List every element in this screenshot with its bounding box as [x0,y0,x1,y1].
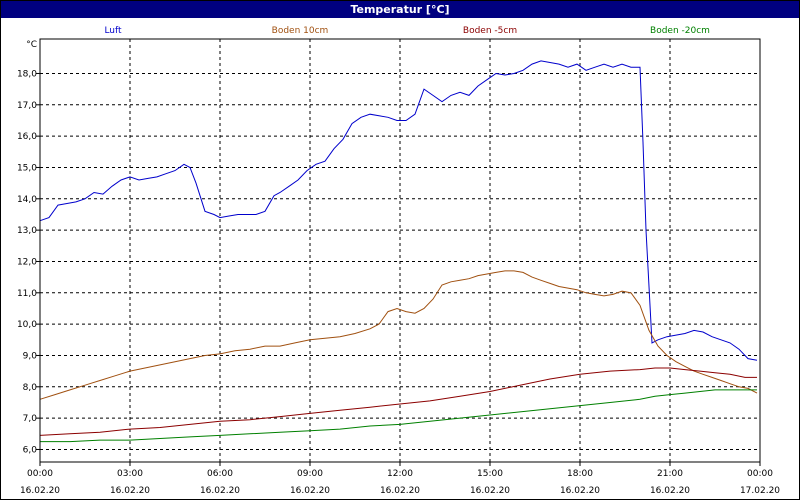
x-tick-time: 09:00 [297,469,323,479]
x-tick-time: 03:00 [117,469,143,479]
y-tick-label: 13,0 [17,226,37,236]
x-tick-date: 17.02.20 [740,486,780,496]
y-tick-label: 10,0 [17,320,37,330]
y-tick-label: 12,0 [17,257,37,267]
x-tick-time: 15:00 [477,469,503,479]
y-tick-label: 18,0 [17,69,37,79]
series-line-3 [40,389,757,443]
y-tick-label: 14,0 [17,195,37,205]
x-tick-time: 12:00 [387,469,413,479]
y-tick-label: 15,0 [17,163,37,173]
x-tick-time: 18:00 [567,469,593,479]
x-tick-date: 16.02.20 [200,486,240,496]
x-tick-date: 16.02.20 [290,486,330,496]
legend-entry-0: Luft [104,26,122,36]
y-tick-label: 8,0 [23,383,38,393]
x-tick-time: 00:00 [27,469,53,479]
chart-title: Temperatur [°C] [1,1,799,18]
x-tick-time: 21:00 [657,469,683,479]
y-tick-label: 9,0 [23,351,38,361]
x-tick-date: 16.02.20 [110,486,150,496]
plot-area [39,38,761,463]
y-axis-unit: °C [26,40,37,50]
y-tick-label: 16,0 [17,132,37,142]
y-tick-label: 11,0 [17,289,37,299]
legend-entry-1: Boden 10cm [272,26,329,36]
legend-entry-3: Boden -20cm [650,26,710,36]
x-tick-date: 16.02.20 [20,486,60,496]
x-tick-time: 00:00 [747,469,773,479]
x-tick-date: 16.02.20 [380,486,420,496]
x-tick-date: 16.02.20 [650,486,690,496]
y-tick-label: 17,0 [17,101,37,111]
y-tick-label: 6,0 [23,445,38,455]
x-tick-date: 16.02.20 [560,486,600,496]
legend-entry-2: Boden -5cm [463,26,517,36]
x-tick-date: 16.02.20 [470,486,510,496]
y-tick-label: 7,0 [23,414,38,424]
series-line-2 [39,367,757,436]
x-tick-time: 06:00 [207,469,233,479]
series-line-1 [39,270,758,400]
series-line-0 [39,60,758,361]
